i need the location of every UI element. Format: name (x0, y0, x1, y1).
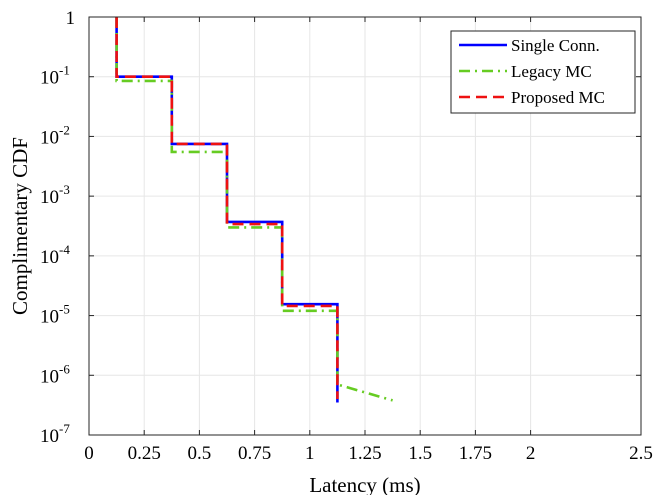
series-lines (115, 17, 393, 403)
y-tick-exponent: -4 (59, 242, 70, 257)
x-tick-label: 2 (526, 443, 536, 464)
y-tick-label: 10 (40, 426, 59, 447)
y-tick-label: 10 (40, 366, 59, 387)
y-tick-label: 10 (40, 187, 59, 208)
legend-label-2: Legacy MC (511, 62, 592, 81)
y-tick-label: 10 (40, 307, 59, 328)
y-tick-label: 10 (40, 127, 59, 148)
axis-ticks (88, 16, 642, 436)
y-tick-label: 10 (40, 68, 59, 89)
legend: Single Conn. Legacy MC Proposed MC (450, 30, 636, 114)
y-tick-exponent: -3 (59, 182, 70, 197)
legend-label-3: Proposed MC (511, 88, 605, 107)
x-tick-label: 0 (84, 443, 94, 464)
x-tick-label: 0.5 (188, 443, 212, 464)
x-tick-label: 2.5 (629, 443, 653, 464)
x-tick-label: 1.5 (408, 443, 432, 464)
y-axis-label: Complimentary CDF (8, 137, 32, 315)
y-tick-exponent: -6 (59, 361, 70, 376)
x-tick-labels: 0 0.25 0.5 0.75 1 1.25 1.5 1.75 2 2.5 (84, 443, 653, 464)
legend-label-1: Single Conn. (511, 36, 600, 55)
y-tick-exponent: -2 (59, 122, 70, 137)
x-tick-label: 1.25 (348, 443, 381, 464)
x-tick-label: 1.75 (459, 443, 492, 464)
series-line-2 (115, 17, 393, 402)
series-line-3 (115, 17, 339, 399)
y-tick-exponent: -1 (59, 63, 70, 78)
y-tick-label: 1 (66, 8, 76, 29)
x-tick-label: 0.25 (128, 443, 161, 464)
y-tick-exponent: -7 (59, 421, 70, 436)
y-tick-labels: 10 -710 -610 -510 -410 -310 -210 -11 (40, 8, 75, 447)
y-tick-exponent: -5 (59, 302, 70, 317)
x-axis-label: Latency (ms) (309, 473, 420, 495)
x-tick-label: 0.75 (238, 443, 271, 464)
x-tick-label: 1 (305, 443, 315, 464)
y-tick-label: 10 (40, 247, 59, 268)
